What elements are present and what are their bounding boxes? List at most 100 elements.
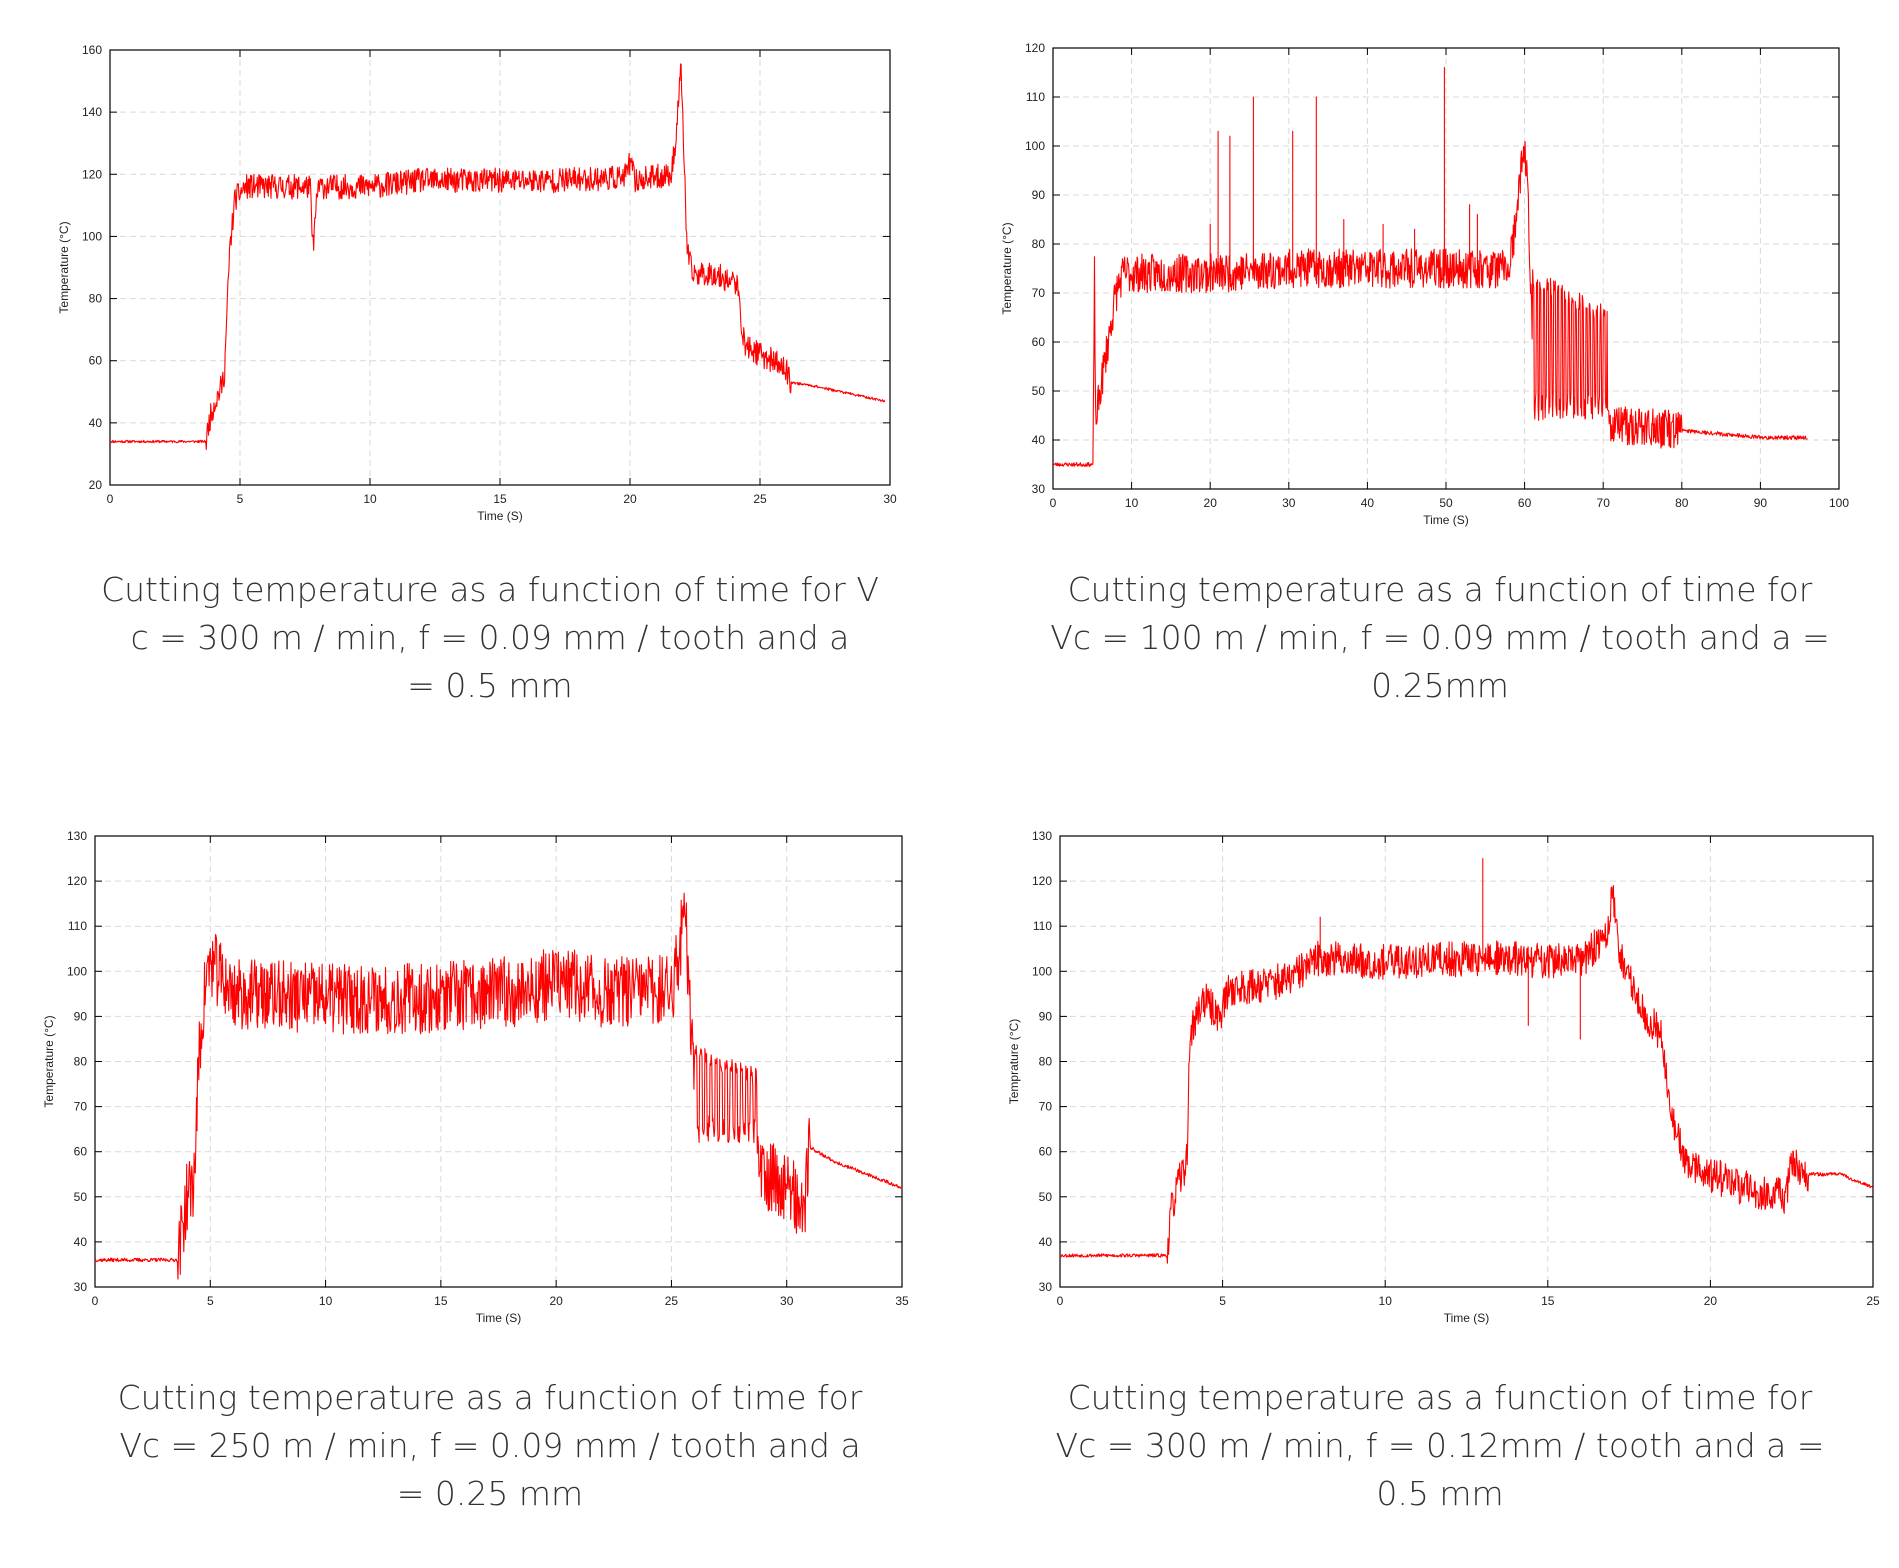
x-tick-label: 0 [92,1294,99,1308]
caption-line: c = 300 m / min, f = 0.09 mm / tooth and… [130,618,850,657]
y-tick-label: 110 [1026,90,1045,104]
chart-3-svg: 0 5 10 15 20 25 30 35 30 40 50 60 70 80 90 100 110 120 130… [42,829,909,1325]
y-tick-label: 120 [1032,874,1052,888]
temperature-series-line [94,892,903,1280]
x-axis-label: Time (S) [1444,1311,1490,1325]
x-tick-label: 35 [895,1294,909,1308]
temperature-series-line [1059,858,1874,1264]
chart-panel-1: 0 5 10 15 20 25 30 20 40 60 80 100 120 140 160 Time (S)… [0,0,950,730]
y-tick-label: 130 [1032,829,1052,843]
y-tick-label: 80 [1032,237,1046,251]
y-tick-label: 50 [1032,384,1046,398]
y-axis-label: Temperature (°C) [57,221,71,313]
chart-3-caption: Cutting temperature as a function of tim… [60,1374,920,1518]
x-tick-label: 30 [1282,496,1296,510]
x-tick-label: 0 [1057,1294,1064,1308]
x-tick-label: 15 [434,1294,448,1308]
y-tick-label: 130 [67,829,87,843]
y-tick-label: 100 [67,964,87,978]
y-tick-label: 100 [1032,964,1052,978]
y-tick-label: 60 [74,1145,88,1159]
chart-panel-3: 0 5 10 15 20 25 30 35 30 40 50 60 70 80 90 100 110 120 130… [0,784,950,1568]
caption-line: 0.25mm [1371,666,1509,705]
x-axis-label: Time (S) [1423,513,1469,527]
x-tick-label: 10 [319,1294,333,1308]
caption-line: Vc = 100 m / min, f = 0.09 mm / tooth an… [1050,618,1830,657]
x-tick-label: 20 [1204,496,1218,510]
x-tick-label: 25 [665,1294,679,1308]
y-tick-label: 90 [74,1009,88,1023]
x-tick-label: 20 [549,1294,563,1308]
caption-line: Cutting temperature as a function of tim… [1067,570,1813,609]
y-tick-label: 120 [1025,41,1045,55]
x-tick-label: 80 [1675,496,1689,510]
y-axis-label: Temprature (°C) [1007,1019,1021,1104]
y-tick-label: 80 [1039,1055,1053,1069]
chart-2-caption: Cutting temperature as a function of tim… [1010,566,1870,710]
y-tick-label: 40 [1039,1235,1053,1249]
x-tick-label: 5 [207,1294,214,1308]
x-tick-label: 40 [1361,496,1375,510]
y-tick-label: 50 [74,1190,88,1204]
y-tick-label: 40 [89,416,103,430]
y-tick-label: 100 [1025,139,1045,153]
caption-line: Cutting temperature as a function of tim… [1067,1378,1813,1417]
caption-line: 0.5 mm [1376,1474,1504,1513]
y-tick-label: 90 [1032,188,1046,202]
x-tick-label: 10 [1125,496,1139,510]
y-tick-label: 30 [1039,1280,1053,1294]
y-tick-label: 60 [1039,1145,1053,1159]
x-tick-label: 10 [1379,1294,1393,1308]
y-tick-label: 80 [74,1055,88,1069]
y-tick-label: 120 [67,874,87,888]
chart-4-svg: 0 5 10 15 20 25 30 40 50 60 70 80 90 100 110 120 130 Time… [1007,829,1880,1325]
x-tick-label: 15 [1541,1294,1555,1308]
caption-line: Vc = 300 m / min, f = 0.12mm / tooth and… [1055,1426,1825,1465]
x-tick-label: 10 [363,492,377,506]
y-axis-label: Temperature (°C) [42,1015,56,1107]
chart-1-caption: Cutting temperature as a function of tim… [60,566,920,710]
y-tick-label: 120 [82,167,102,181]
x-tick-label: 60 [1518,496,1532,510]
y-tick-label: 110 [68,919,87,933]
x-axis-label: Time (S) [476,1311,522,1325]
y-axis-label: Temperature (°C) [1000,222,1014,314]
y-tick-label: 30 [74,1280,88,1294]
y-tick-label: 90 [1039,1009,1053,1023]
caption-line: Vc = 250 m / min, f = 0.09 mm / tooth an… [119,1426,861,1465]
chart-panel-4: 0 5 10 15 20 25 30 40 50 60 70 80 90 100 110 120 130 Time… [950,784,1899,1568]
chart-1-svg: 0 5 10 15 20 25 30 20 40 60 80 100 120 140 160 Time (S)… [57,43,897,523]
y-tick-label: 40 [74,1235,88,1249]
chart-panel-2: 0 10 20 30 40 50 60 70 80 90 100 30 40 50 60 70 80 90 100 1… [950,0,1899,730]
x-tick-label: 100 [1829,496,1849,510]
temperature-series-line [110,63,886,451]
temperature-series-line [1052,67,1808,467]
caption-line: = 0.25 mm [396,1474,584,1513]
y-tick-label: 40 [1032,433,1046,447]
y-tick-label: 30 [1032,482,1046,496]
caption-line: = 0.5 mm [407,666,573,705]
y-tick-label: 140 [82,105,102,119]
x-tick-label: 25 [1866,1294,1880,1308]
x-tick-label: 70 [1597,496,1611,510]
y-tick-label: 70 [1032,286,1046,300]
y-tick-label: 70 [74,1100,88,1114]
x-tick-label: 25 [753,492,767,506]
y-tick-label: 80 [89,292,103,306]
chart-2-svg: 0 10 20 30 40 50 60 70 80 90 100 30 40 50 60 70 80 90 100 1… [1000,41,1849,527]
y-tick-label: 50 [1039,1190,1053,1204]
y-tick-label: 100 [82,229,102,243]
x-tick-label: 30 [883,492,897,506]
y-tick-label: 160 [82,43,102,57]
x-tick-label: 90 [1754,496,1768,510]
y-tick-label: 110 [1033,919,1052,933]
x-tick-label: 5 [1219,1294,1226,1308]
caption-line: Cutting temperature as a function of tim… [117,1378,863,1417]
x-tick-label: 15 [493,492,507,506]
x-tick-label: 50 [1439,496,1453,510]
x-tick-label: 30 [780,1294,794,1308]
y-tick-label: 20 [89,478,103,492]
x-tick-label: 5 [237,492,244,506]
y-tick-label: 60 [89,354,103,368]
x-axis-label: Time (S) [477,509,523,523]
